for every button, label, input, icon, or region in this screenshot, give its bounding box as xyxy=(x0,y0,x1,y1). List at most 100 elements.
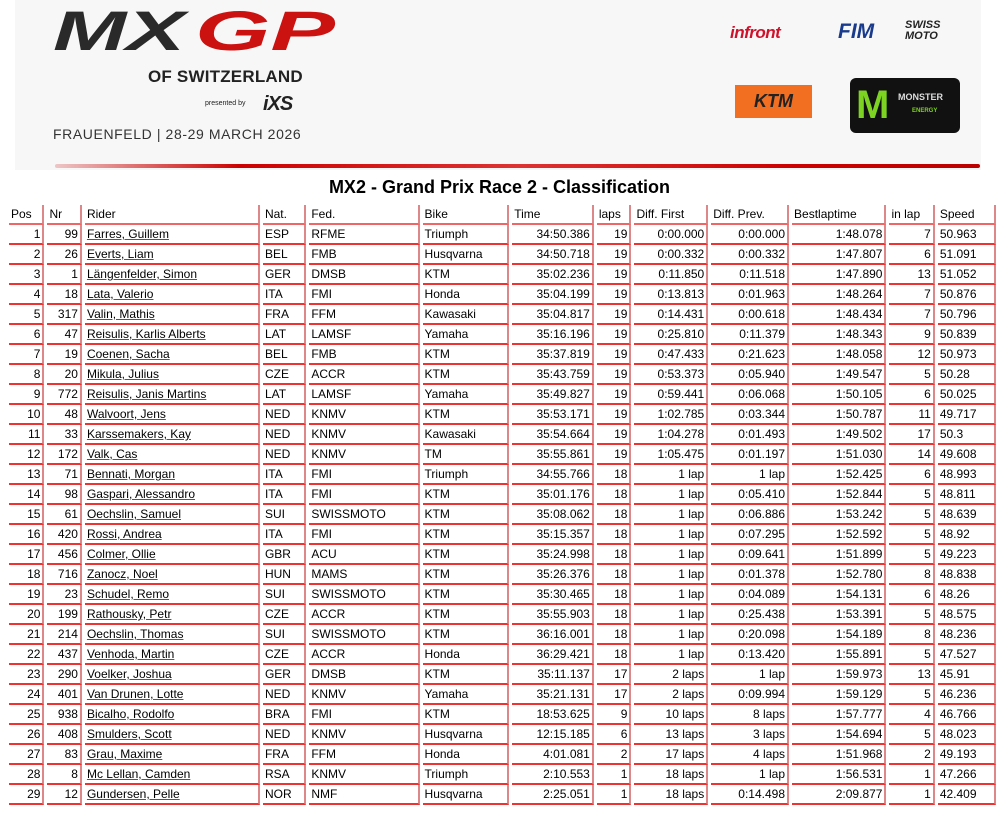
cell-bike: Triumph xyxy=(422,465,510,485)
cell-in-lap: 7 xyxy=(889,305,935,325)
rider-link[interactable]: Valin, Mathis xyxy=(86,307,155,321)
cell-nr: 938 xyxy=(47,705,82,725)
cell-nat: ITA xyxy=(262,485,307,505)
rider-link[interactable]: Grau, Maxime xyxy=(86,747,163,761)
cell-fed: FMI xyxy=(309,525,420,545)
cell-speed: 50.3 xyxy=(937,425,996,445)
rider-link[interactable]: Everts, Liam xyxy=(86,247,154,261)
cell-nr: 98 xyxy=(47,485,82,505)
rider-link[interactable]: Längenfelder, Simon xyxy=(86,267,198,281)
cell-nat: CZE xyxy=(262,605,307,625)
cell-diff-prev: 4 laps xyxy=(711,745,790,765)
rider-link[interactable]: Colmer, Ollie xyxy=(86,547,156,561)
cell-pos: 16 xyxy=(9,525,45,545)
cell-nr: 317 xyxy=(47,305,82,325)
cell-bestlaptime: 1:51.030 xyxy=(792,445,887,465)
cell-rider: Rathousky, Petr xyxy=(84,605,260,625)
cell-nat: CZE xyxy=(262,645,307,665)
cell-diff-prev: 0:06.886 xyxy=(711,505,790,525)
cell-bestlaptime: 1:52.592 xyxy=(792,525,887,545)
cell-fed: KNMV xyxy=(309,425,420,445)
cell-diff-first: 0:25.810 xyxy=(634,325,709,345)
cell-bike: KTM xyxy=(422,365,510,385)
cell-fed: KNMV xyxy=(309,725,420,745)
rider-link[interactable]: Schudel, Remo xyxy=(86,587,169,601)
rider-link[interactable]: Reisulis, Janis Martins xyxy=(86,387,207,401)
cell-in-lap: 5 xyxy=(889,525,935,545)
cell-fed: NMF xyxy=(309,785,420,805)
cell-time: 35:24.998 xyxy=(512,545,594,565)
event-subtitle: OF SWITZERLAND xyxy=(148,67,303,86)
cell-nr: 71 xyxy=(47,465,82,485)
cell-nr: 18 xyxy=(47,285,82,305)
cell-diff-first: 13 laps xyxy=(634,725,709,745)
cell-time: 35:53.171 xyxy=(512,405,594,425)
rider-link[interactable]: Rathousky, Petr xyxy=(86,607,172,621)
cell-time: 34:50.718 xyxy=(512,245,594,265)
cell-fed: FMI xyxy=(309,465,420,485)
cell-laps: 17 xyxy=(596,685,632,705)
rider-link[interactable]: Smulders, Scott xyxy=(86,727,172,741)
cell-rider: Mikula, Julius xyxy=(84,365,260,385)
cell-nat: SUI xyxy=(262,585,307,605)
rider-link[interactable]: Rossi, Andrea xyxy=(86,527,162,541)
rider-link[interactable]: Coenen, Sacha xyxy=(86,347,170,361)
rider-link[interactable]: Mikula, Julius xyxy=(86,367,159,381)
cell-bestlaptime: 1:59.129 xyxy=(792,685,887,705)
column-header-nr: Nr xyxy=(47,205,82,225)
rider-link[interactable]: Mc Lellan, Camden xyxy=(86,767,191,781)
table-row: 28 8 Mc Lellan, Camden RSA KNMV Triumph 2:10.5… xyxy=(9,765,996,785)
cell-in-lap: 5 xyxy=(889,605,935,625)
cell-rider: Rossi, Andrea xyxy=(84,525,260,545)
cell-diff-prev: 1 lap xyxy=(711,465,790,485)
rider-link[interactable]: Walvoort, Jens xyxy=(86,407,166,421)
cell-pos: 3 xyxy=(9,265,45,285)
cell-bike: KTM xyxy=(422,485,510,505)
cell-fed: SWISSMOTO xyxy=(309,585,420,605)
cell-nat: FRA xyxy=(262,745,307,765)
rider-link[interactable]: Karssemakers, Kay xyxy=(86,427,191,441)
rider-link[interactable]: Oechslin, Thomas xyxy=(86,627,184,641)
cell-in-lap: 5 xyxy=(889,685,935,705)
rider-link[interactable]: Oechslin, Samuel xyxy=(86,507,181,521)
rider-link[interactable]: Valk, Cas xyxy=(86,447,138,461)
rider-link[interactable]: Voelker, Joshua xyxy=(86,667,172,681)
table-row: 13 71 Bennati, Morgan ITA FMI Triumph 34:55.76… xyxy=(9,465,996,485)
cell-bike: KTM xyxy=(422,265,510,285)
cell-nat: ITA xyxy=(262,465,307,485)
cell-nr: 83 xyxy=(47,745,82,765)
cell-speed: 48.838 xyxy=(937,565,996,585)
cell-nr: 26 xyxy=(47,245,82,265)
table-row: 4 18 Lata, Valerio ITA FMI Honda 35:04.199 19 0:… xyxy=(9,285,996,305)
cell-nat: BRA xyxy=(262,705,307,725)
cell-diff-first: 10 laps xyxy=(634,705,709,725)
cell-diff-prev: 0:06.068 xyxy=(711,385,790,405)
cell-pos: 5 xyxy=(9,305,45,325)
cell-nat: NED xyxy=(262,405,307,425)
cell-nr: 290 xyxy=(47,665,82,685)
cell-nat: BEL xyxy=(262,245,307,265)
cell-bike: KTM xyxy=(422,705,510,725)
column-header-bike: Bike xyxy=(422,205,510,225)
rider-link[interactable]: Reisulis, Karlis Alberts xyxy=(86,327,206,341)
rider-link[interactable]: Lata, Valerio xyxy=(86,287,154,301)
cell-rider: Voelker, Joshua xyxy=(84,665,260,685)
rider-link[interactable]: Van Drunen, Lotte xyxy=(86,687,184,701)
rider-link[interactable]: Bennati, Morgan xyxy=(86,467,176,481)
cell-pos: 18 xyxy=(9,565,45,585)
cell-speed: 45.91 xyxy=(937,665,996,685)
rider-link[interactable]: Gundersen, Pelle xyxy=(86,787,180,801)
rider-link[interactable]: Farres, Guillem xyxy=(86,227,169,241)
rider-link[interactable]: Venhoda, Martin xyxy=(86,647,175,661)
rider-link[interactable]: Bicalho, Rodolfo xyxy=(86,707,175,721)
cell-time: 35:01.176 xyxy=(512,485,594,505)
table-row: 1 99 Farres, Guillem ESP RFME Triumph 34:50.38… xyxy=(9,225,996,245)
rider-link[interactable]: Zanocz, Noel xyxy=(86,567,158,581)
cell-diff-prev: 1 lap xyxy=(711,665,790,685)
rider-link[interactable]: Gaspari, Alessandro xyxy=(86,487,196,501)
cell-time: 35:16.196 xyxy=(512,325,594,345)
cell-fed: LAMSF xyxy=(309,385,420,405)
cell-bike: KTM xyxy=(422,625,510,645)
cell-time: 35:55.903 xyxy=(512,605,594,625)
cell-nat: LAT xyxy=(262,385,307,405)
